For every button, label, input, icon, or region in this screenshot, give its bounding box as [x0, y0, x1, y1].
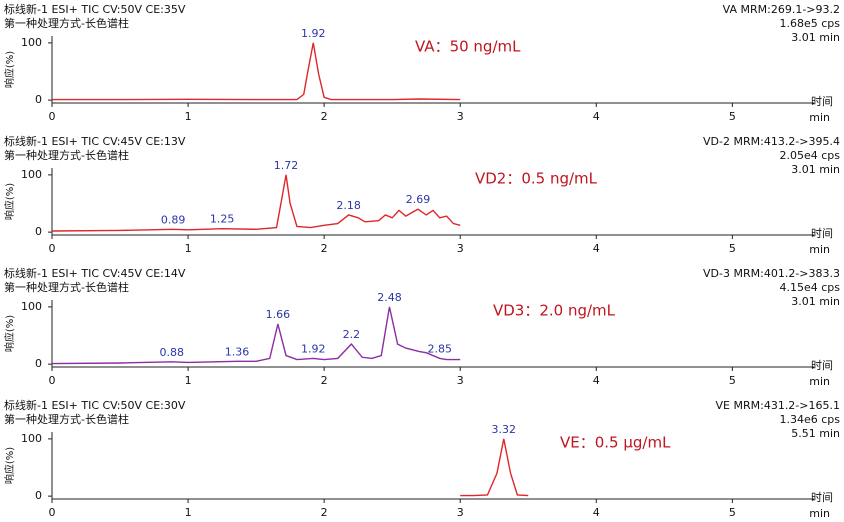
x-tick-label: 1	[185, 506, 192, 519]
x-tick-label: 5	[729, 242, 736, 255]
x-tick-label: 2	[321, 110, 328, 123]
x-tick-label: 0	[49, 374, 56, 387]
x-axis-label: 时间	[811, 359, 833, 372]
y-tick-label: 0	[35, 489, 42, 502]
y-tick-label: 100	[21, 300, 42, 313]
peak-label: 1.36	[225, 345, 250, 358]
x-tick-label: 5	[729, 110, 736, 123]
annotation: VA：50 ng/mL	[415, 38, 521, 56]
peak-label: 0.88	[159, 346, 184, 359]
y-tick-label: 100	[21, 432, 42, 445]
peak-label: 2.85	[428, 342, 453, 355]
x-tick-label: 2	[321, 242, 328, 255]
x-axis-label: 时间	[811, 95, 833, 108]
x-tick-label: 1	[185, 242, 192, 255]
header-left: 第一种处理方式-长色谱柱	[4, 148, 129, 162]
header-left: 标线新-1 ESI+ TIC CV:45V CE:14V	[4, 266, 186, 280]
peak-label: 1.92	[301, 27, 326, 40]
peak-label: 1.25	[210, 213, 235, 226]
x-tick-label: 5	[729, 374, 736, 387]
header-right: VE MRM:431.2->165.1	[716, 399, 840, 412]
y-tick-label: 0	[35, 93, 42, 106]
x-tick-label: 3	[457, 506, 464, 519]
header-right: VD-3 MRM:401.2->383.3	[703, 267, 840, 280]
y-axis-label: 响应(%)	[3, 183, 16, 220]
header-right: VA MRM:269.1->93.2	[723, 3, 840, 16]
x-tick-label: 2	[321, 506, 328, 519]
header-left: 第一种处理方式-长色谱柱	[4, 16, 129, 30]
x-axis-unit: min	[809, 111, 830, 124]
x-axis-unit: min	[809, 243, 830, 256]
header-left: 标线新-1 ESI+ TIC CV:50V CE:35V	[4, 2, 186, 16]
peak-label: 1.72	[274, 159, 299, 172]
chromatogram-line	[51, 306, 461, 365]
annotation: VD2：0.5 ng/mL	[475, 170, 598, 188]
x-tick-label: 1	[185, 110, 192, 123]
peak-label: 2.48	[377, 291, 402, 304]
x-tick-label: 4	[593, 506, 600, 519]
header-right: 3.01 min	[791, 163, 840, 176]
header-left: 第一种处理方式-长色谱柱	[4, 412, 129, 426]
x-tick-label: 5	[729, 506, 736, 519]
x-tick-label: 4	[593, 110, 600, 123]
annotation: VD3：2.0 ng/mL	[493, 302, 616, 320]
x-tick-label: 4	[593, 374, 600, 387]
chromatogram-line	[460, 438, 529, 497]
x-tick-label: 4	[593, 242, 600, 255]
y-tick-label: 0	[35, 357, 42, 370]
x-tick-label: 0	[49, 110, 56, 123]
chromatogram-line	[52, 42, 461, 101]
peak-label: 3.32	[492, 423, 517, 436]
y-axis-label: 响应(%)	[3, 447, 16, 484]
peak-label: 0.89	[161, 213, 186, 226]
x-tick-label: 0	[49, 506, 56, 519]
x-tick-label: 2	[321, 374, 328, 387]
annotation: VE：0.5 μg/mL	[560, 434, 671, 452]
header-left: 标线新-1 ESI+ TIC CV:45V CE:13V	[4, 134, 186, 148]
x-tick-label: 3	[457, 242, 464, 255]
x-axis-unit: min	[809, 375, 830, 388]
y-axis-label: 响应(%)	[3, 315, 16, 352]
header-right: 3.01 min	[791, 295, 840, 308]
x-tick-label: 0	[49, 242, 56, 255]
peak-label: 1.66	[266, 308, 291, 321]
y-tick-label: 100	[21, 168, 42, 181]
x-axis-label: 时间	[811, 491, 833, 504]
header-right: 2.05e4 cps	[779, 149, 840, 162]
header-right: 1.34e6 cps	[779, 413, 840, 426]
header-left: 标线新-1 ESI+ TIC CV:50V CE:30V	[4, 398, 186, 412]
peak-label: 2.18	[336, 199, 361, 212]
peak-label: 2.69	[406, 193, 431, 206]
peak-label: 1.92	[301, 342, 326, 355]
x-tick-label: 3	[457, 110, 464, 123]
header-right: 5.51 min	[791, 427, 840, 440]
header-right: 4.15e4 cps	[779, 281, 840, 294]
x-tick-label: 3	[457, 374, 464, 387]
header-right: VD-2 MRM:413.2->395.4	[703, 135, 840, 148]
y-tick-label: 0	[35, 225, 42, 238]
header-left: 第一种处理方式-长色谱柱	[4, 280, 129, 294]
x-tick-label: 1	[185, 374, 192, 387]
y-axis-label: 响应(%)	[3, 51, 16, 88]
x-axis-label: 时间	[811, 227, 833, 240]
y-tick-label: 100	[21, 36, 42, 49]
x-axis-unit: min	[809, 507, 830, 520]
header-right: 3.01 min	[791, 31, 840, 44]
chromatogram-line	[51, 174, 461, 232]
header-right: 1.68e5 cps	[779, 17, 840, 30]
peak-label: 2.2	[343, 328, 361, 341]
